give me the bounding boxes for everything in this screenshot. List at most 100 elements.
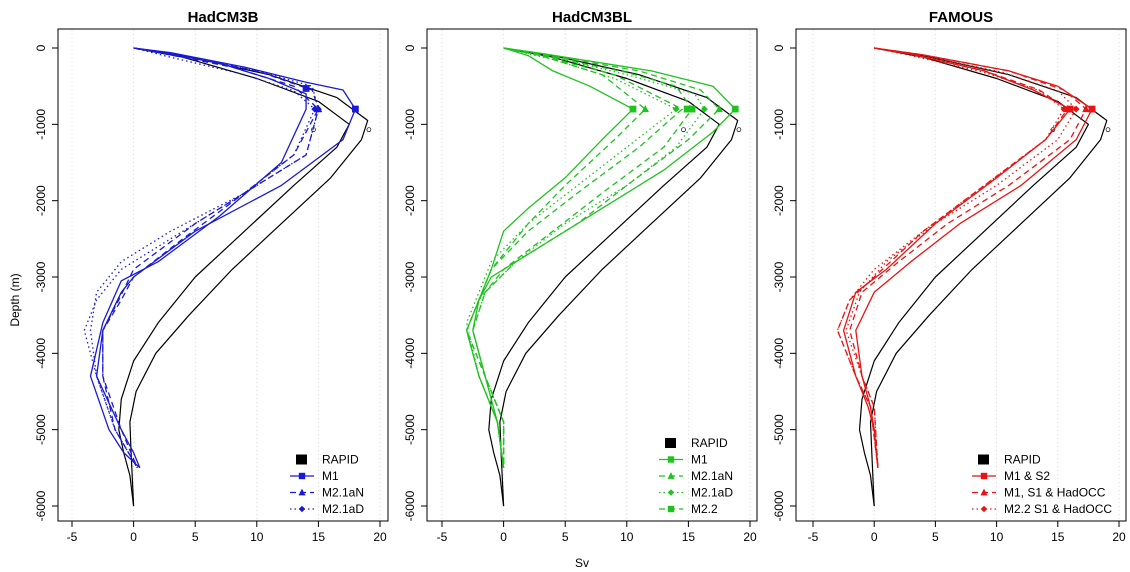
rapid-point <box>736 127 742 133</box>
series-marker <box>1072 105 1080 113</box>
legend-marker <box>298 488 306 496</box>
series-upper-line <box>845 47 1077 468</box>
legend-entry: M2.2 <box>659 502 718 516</box>
y-tick-label: -1000 <box>772 109 786 140</box>
legend-entry: RAPID <box>978 453 1041 467</box>
legend-label: M1 <box>691 453 708 467</box>
plot-frame <box>57 28 389 522</box>
x-tick-label: 15 <box>682 530 696 544</box>
series-marker <box>683 105 691 113</box>
legend-label: M2.1aD <box>322 502 364 516</box>
legend-swatch <box>296 454 307 465</box>
plot-frame <box>426 28 758 522</box>
series-marker <box>1066 105 1074 113</box>
plot-frame <box>795 28 1127 522</box>
legend-entry: M1 <box>659 453 708 467</box>
legend-entry: M2.2 S1 & HadOCC <box>972 502 1112 516</box>
y-tick-label: -1000 <box>403 109 417 140</box>
legend-label: M2.1aN <box>691 469 733 483</box>
series-lower-line <box>465 47 677 468</box>
series-marker <box>715 104 723 113</box>
x-tick-label: 5 <box>562 530 569 544</box>
series-marker <box>315 105 322 113</box>
legend-swatch <box>978 454 989 465</box>
legend-label: M1, S1 & HadOCC <box>1004 486 1106 500</box>
y-tick-label: -5000 <box>34 414 48 445</box>
y-tick-label: -5000 <box>403 414 417 445</box>
legend-entry: M1 & S2 <box>972 469 1050 483</box>
rapid-upper-line <box>869 47 1108 507</box>
series-marker <box>688 105 696 113</box>
series-upper-line <box>472 47 706 468</box>
series-marker <box>731 105 739 113</box>
legend-label: RAPID <box>691 436 728 450</box>
series-marker <box>701 105 708 113</box>
legend-entry: RAPID <box>296 453 359 467</box>
y-tick-label: -2000 <box>772 185 786 216</box>
panel-1: HadCM3B -5 0 5 10 15 20 0 -1000 -2000 -3000 -4000 -5… <box>34 9 389 544</box>
y-tick-label: -3000 <box>403 261 417 292</box>
series-marker <box>641 104 650 113</box>
y-tick-label: -3000 <box>772 261 786 292</box>
legend-label: M2.1aN <box>322 486 364 500</box>
legend-entry: M1, S1 & HadOCC <box>972 486 1106 500</box>
series-marker <box>311 105 319 113</box>
rapid-point <box>681 127 686 133</box>
series-lower-line <box>842 47 1071 468</box>
legend-label: M2.2 <box>691 502 718 516</box>
rapid-lower-line <box>858 47 1089 507</box>
legend-label: RAPID <box>322 453 359 467</box>
series-upper-line <box>472 47 736 468</box>
rapid-point <box>1105 127 1111 133</box>
y-tick-label: -4000 <box>403 338 417 369</box>
y-tick-label: 0 <box>34 44 48 51</box>
y-tick-label: 0 <box>772 44 786 51</box>
x-tick-label: 5 <box>932 530 939 544</box>
legend-label: RAPID <box>1004 453 1041 467</box>
legend-label: M2.2 S1 & HadOCC <box>1004 502 1112 516</box>
legend-label: M1 & S2 <box>1004 469 1050 483</box>
panel-3: FAMOUS -5 0 5 10 15 20 0 -1000 -2000 -3000 -4000 -50… <box>772 9 1127 544</box>
series-upper-line <box>465 47 693 468</box>
series-marker <box>629 105 637 113</box>
y-tick-label: -6000 <box>34 490 48 521</box>
series-lower-line <box>102 47 320 469</box>
y-tick-label: 0 <box>403 44 417 51</box>
legend-marker <box>298 472 306 480</box>
x-tick-label: 20 <box>743 530 757 544</box>
series-upper-line <box>89 47 320 469</box>
series-lower-line <box>465 47 683 468</box>
legend-marker <box>980 505 988 513</box>
legend-label: M2.1aD <box>691 486 733 500</box>
series-lower-line <box>89 47 307 469</box>
legend-marker <box>667 505 675 513</box>
x-tick-label: 10 <box>620 530 634 544</box>
x-tick-label: 15 <box>1051 530 1065 544</box>
rapid-lower-line <box>488 47 720 507</box>
series-upper-line <box>95 47 357 469</box>
x-axis-label: Sv <box>575 556 589 570</box>
x-tick-label: 0 <box>130 530 137 544</box>
x-tick-label: -5 <box>67 530 78 544</box>
series-upper-line <box>102 47 320 469</box>
panel-title: HadCM3BL <box>552 9 632 26</box>
legend-entry: M2.1aD <box>659 486 733 500</box>
legend-marker <box>980 472 988 480</box>
y-tick-label: -4000 <box>772 338 786 369</box>
legend-marker <box>667 472 675 479</box>
legend-entry: RAPID <box>665 436 728 450</box>
legend-entry: M1 <box>290 469 339 483</box>
panel-title: FAMOUS <box>929 9 993 26</box>
legend-entry: M2.1aD <box>290 502 364 516</box>
y-tick-label: -4000 <box>34 338 48 369</box>
legend-marker <box>980 488 988 496</box>
series-marker <box>1088 105 1096 113</box>
y-tick-label: -1000 <box>34 109 48 140</box>
x-tick-label: 10 <box>990 530 1004 544</box>
x-tick-label: -5 <box>808 530 819 544</box>
legend-label: M1 <box>322 469 339 483</box>
series-lower-line <box>83 47 316 469</box>
legend-marker <box>667 456 675 463</box>
series-upper-line <box>472 47 720 468</box>
